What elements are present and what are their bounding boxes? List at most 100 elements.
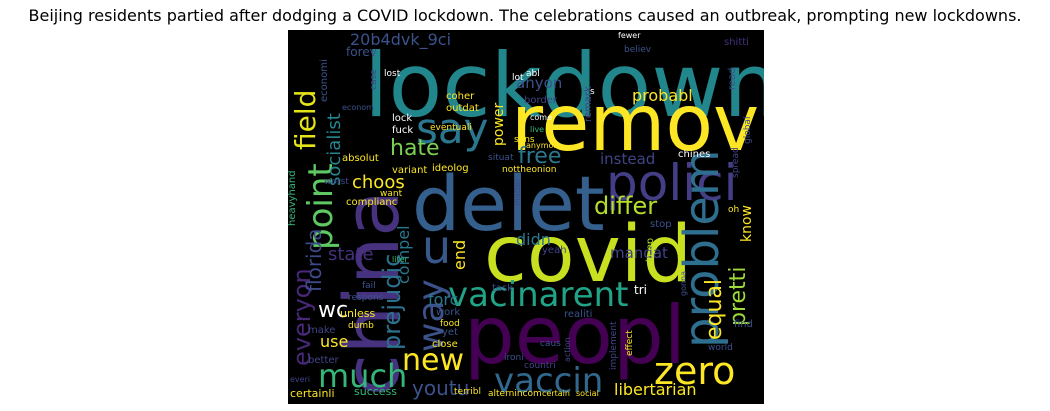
word-ironi: ironi <box>504 353 524 363</box>
word-social: social <box>576 389 599 398</box>
word-case: case <box>369 69 379 90</box>
word-pretti: pretti <box>726 266 751 326</box>
word-u: u <box>422 220 452 274</box>
word-state: state <box>328 244 374 265</box>
word-terribl: terribl <box>454 387 482 397</box>
word-hate: hate <box>390 136 440 161</box>
word-use: use <box>320 332 349 351</box>
word-peopl: peopl <box>464 289 686 382</box>
word-florida: florida <box>302 228 326 292</box>
word-libertarian: libertarian <box>614 380 697 399</box>
word-find: find <box>734 319 753 330</box>
word-unless: unless <box>340 307 376 320</box>
word-spread: spread <box>731 147 741 178</box>
word-chines: chines <box>678 149 711 160</box>
word-economi: economi <box>319 59 330 102</box>
word-respons: respons <box>348 293 384 303</box>
word-lock: lock <box>392 113 413 124</box>
word-matter: matter <box>513 178 522 206</box>
figure-title: Beijing residents partied after dodging … <box>28 6 1022 25</box>
word-new: new <box>402 343 465 378</box>
word-dumb: dumb <box>348 321 374 331</box>
word-cloud: lockdown remov china delet covid peopl p… <box>288 30 764 404</box>
word-say: say <box>416 104 489 153</box>
word-delet: delet <box>412 159 605 248</box>
word-countri: countri <box>524 361 556 371</box>
word-instead: instead <box>600 150 656 168</box>
word-remov: remov <box>511 79 760 169</box>
word-better: better <box>308 355 339 366</box>
word-liter: liter <box>392 255 408 264</box>
word-effect: effect <box>625 330 635 356</box>
word-equal: equal <box>702 278 727 340</box>
word-much: much <box>318 357 408 395</box>
word-polici: polici <box>606 154 738 212</box>
word-want: want <box>380 189 403 199</box>
word-differ: differ <box>594 192 658 220</box>
word-complianc: complianc <box>346 197 398 208</box>
word-ideolog: ideolog <box>432 163 469 174</box>
word-nottheonion: nottheonion <box>502 165 557 175</box>
word-read: read <box>727 67 738 90</box>
word-implement: implement <box>609 321 619 370</box>
word-field: field <box>289 89 322 150</box>
word-live: live <box>530 125 545 134</box>
word-absolut: absolut <box>342 153 379 164</box>
word-keep: keep <box>645 237 656 262</box>
word-certainli: certainli <box>290 387 335 400</box>
word-come: come <box>530 113 553 122</box>
word-anymor: anymor <box>526 141 557 150</box>
word-choos: choos <box>352 172 405 193</box>
word-believ: believ <box>624 45 652 55</box>
word-variant: variant <box>392 165 428 176</box>
word-action: action <box>563 337 572 362</box>
word-mandat: mandat <box>610 244 668 262</box>
word-task: task <box>492 283 514 294</box>
word-oh: oh <box>728 205 740 215</box>
word-heavyhand: heavyhand <box>288 170 298 226</box>
word-fewer: fewer <box>618 31 641 40</box>
word-youtu: youtu <box>412 376 470 400</box>
word-socialist: socialist <box>324 113 345 186</box>
word-end: end <box>450 239 469 270</box>
word-yet: yet <box>442 327 458 338</box>
word-tri: tri <box>634 283 647 297</box>
word-lost: lost <box>384 69 401 79</box>
word-lockdown: lockdown <box>364 34 764 137</box>
word-vaccin: vaccin <box>494 361 604 401</box>
word-situat: situat <box>488 153 514 163</box>
word-alternincom: alternincom <box>488 389 542 399</box>
word-zero: zero <box>654 349 736 393</box>
word-free: free <box>518 144 562 169</box>
word-world: world <box>708 343 733 353</box>
word-stop: stop <box>650 219 672 230</box>
word-vacinarent: vacinarent <box>448 275 629 315</box>
word-outdat: outdat <box>446 103 479 114</box>
word-abl: abl <box>526 69 540 79</box>
word-success: success <box>354 385 398 398</box>
word-didn: didn <box>516 230 551 249</box>
word-shitti: shitti <box>724 37 749 48</box>
word-lot: lot <box>512 73 524 83</box>
word-everi: everi <box>290 375 311 384</box>
word-food: food <box>440 319 460 329</box>
word-close: close <box>432 339 458 350</box>
word-fail: fail <box>362 281 376 291</box>
word-eventuali: eventuali <box>430 123 472 133</box>
word-work: work <box>436 307 461 318</box>
word-econom: econom <box>342 103 374 112</box>
word-global: global <box>743 116 753 144</box>
word-certain: certain <box>542 389 570 398</box>
word-worst: worst <box>324 177 349 187</box>
word-forev: forev <box>346 45 377 59</box>
word-coher: coher <box>446 91 475 102</box>
word-caus: caus <box>540 339 561 349</box>
word-s: s <box>590 87 595 97</box>
word-wc: wc <box>318 298 349 323</box>
word-realiti: realiti <box>564 309 593 320</box>
word-sens: sens <box>514 135 535 145</box>
word-border: border <box>524 95 558 106</box>
word-covid: covid <box>484 210 692 300</box>
word-know: know <box>739 205 755 242</box>
word-make: make <box>308 325 336 336</box>
